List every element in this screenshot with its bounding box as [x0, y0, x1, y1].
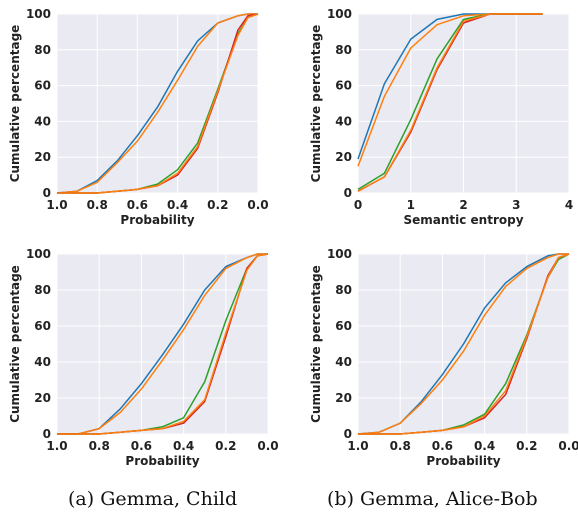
x-axis-label: Probability [426, 454, 500, 468]
series-line-1 [357, 253, 569, 435]
y-tick-label: 20 [34, 391, 51, 405]
x-tick-label: 1 [407, 198, 415, 212]
y-tick-label: 20 [335, 150, 352, 164]
y-tick-label: 40 [335, 355, 352, 369]
plot-area [57, 14, 258, 193]
chart-panel-2: 1.0 0.8 0.6 0.4 0.2 0.0 0 20 40 60 80 100 Probabilit… [8, 247, 279, 468]
series-line-4 [57, 253, 269, 435]
chart-panel-3: 1.0 0.8 0.6 0.4 0.2 0.0 0 20 40 60 80 100 Probabilit… [309, 247, 578, 468]
y-tick-label: 0 [43, 427, 51, 441]
y-tick-label: 100 [327, 7, 352, 21]
series-line-1 [57, 253, 268, 435]
x-tick-label: 0.0 [558, 439, 578, 453]
x-tick-label: 2 [459, 198, 467, 212]
y-tick-label: 80 [335, 283, 352, 297]
y-tick-label: 80 [335, 43, 352, 57]
x-tick-label: 0.0 [247, 198, 268, 212]
plot-area [57, 254, 268, 434]
x-tick-label: 1.0 [347, 439, 368, 453]
x-tick-label: 0.4 [173, 439, 194, 453]
y-axis-label: Cumulative percentage [309, 25, 323, 183]
x-axis-label: Probability [125, 454, 199, 468]
x-tick-label: 0.4 [474, 439, 495, 453]
y-tick-label: 100 [26, 247, 51, 261]
x-tick-label: 0 [354, 198, 362, 212]
series-line-4 [358, 253, 570, 435]
y-tick-label: 20 [34, 150, 51, 164]
y-tick-label: 100 [26, 7, 51, 21]
y-tick-label: 80 [34, 43, 51, 57]
y-tick-label: 60 [335, 79, 352, 93]
y-tick-label: 80 [34, 283, 51, 297]
x-axis-label: Probability [120, 213, 194, 227]
y-tick-label: 60 [335, 319, 352, 333]
y-tick-label: 40 [34, 355, 51, 369]
x-tick-label: 0.2 [516, 439, 537, 453]
x-tick-label: 1.0 [46, 198, 67, 212]
x-axis-label: Semantic entropy [403, 213, 523, 227]
x-tick-label: 4 [565, 198, 573, 212]
x-tick-label: 1.0 [46, 439, 67, 453]
x-tick-label: 0.8 [87, 198, 108, 212]
y-axis-label: Cumulative percentage [8, 265, 22, 423]
y-tick-label: 20 [335, 391, 352, 405]
y-axis-label: Cumulative percentage [8, 25, 22, 183]
y-tick-label: 60 [34, 319, 51, 333]
x-tick-label: 0.6 [432, 439, 453, 453]
x-tick-label: 0.2 [207, 198, 228, 212]
series-line-4 [57, 13, 259, 194]
caption-b: (b) Gemma, Alice-Bob [327, 488, 538, 510]
x-tick-label: 0.0 [257, 439, 278, 453]
x-tick-label: 0.6 [131, 439, 152, 453]
x-tick-label: 0.4 [167, 198, 188, 212]
series-line-1 [56, 13, 258, 194]
y-tick-label: 0 [344, 186, 352, 200]
y-tick-label: 60 [34, 79, 51, 93]
y-tick-label: 0 [344, 427, 352, 441]
y-tick-label: 40 [34, 114, 51, 128]
x-tick-label: 0.6 [127, 198, 148, 212]
x-tick-label: 0.2 [215, 439, 236, 453]
x-tick-label: 0.8 [390, 439, 411, 453]
series-line-4 [357, 13, 543, 192]
y-tick-label: 0 [43, 186, 51, 200]
y-tick-label: 40 [335, 114, 352, 128]
chart-panel-0: 1.0 0.8 0.6 0.4 0.2 0.0 0 20 40 60 80 100 Probabilit… [8, 7, 269, 227]
x-tick-label: 0.8 [89, 439, 110, 453]
y-tick-label: 100 [327, 247, 352, 261]
y-axis-label: Cumulative percentage [309, 265, 323, 423]
x-tick-label: 3 [512, 198, 520, 212]
caption-a: (a) Gemma, Child [68, 488, 238, 510]
